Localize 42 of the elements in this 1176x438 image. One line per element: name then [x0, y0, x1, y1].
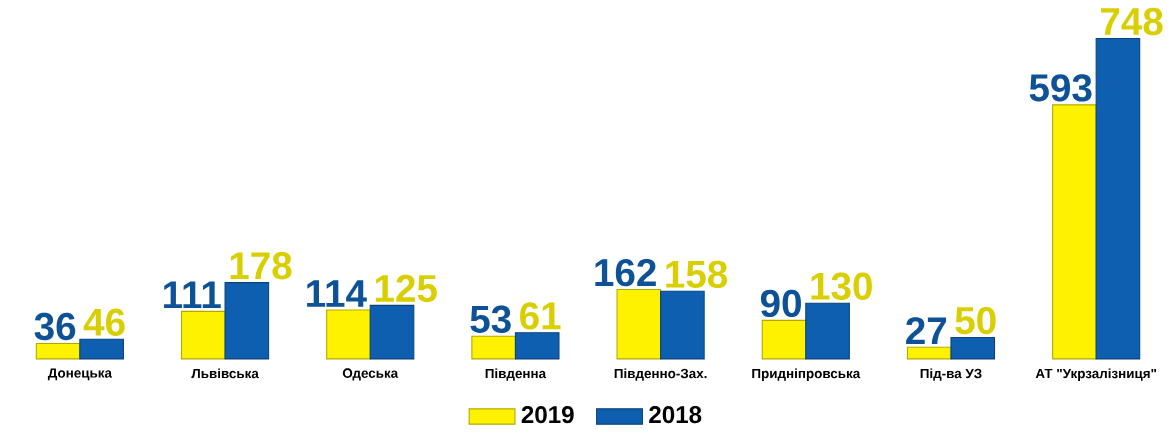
- data-label: 61: [520, 302, 561, 330]
- data-label: 36: [34, 312, 76, 341]
- x-tick-label: Львівська: [191, 368, 259, 379]
- data-label: 593: [1029, 74, 1092, 102]
- bar: [326, 309, 371, 360]
- bar: [761, 319, 807, 360]
- x-tick-label: Під-ва УЗ: [920, 368, 982, 381]
- bar: [79, 338, 124, 360]
- data-label: 46: [83, 308, 125, 337]
- bar: [805, 302, 850, 360]
- bar: [369, 304, 415, 360]
- data-label: 130: [811, 272, 872, 301]
- x-tick-label: Придніпровська: [752, 368, 861, 382]
- x-tick-label: Південно-Зах.: [614, 368, 707, 381]
- x-tick-label: Донецька: [47, 368, 113, 381]
- x-tick-label: Південна: [485, 368, 547, 381]
- bar: [1095, 38, 1141, 360]
- data-label: 90: [760, 289, 801, 318]
- data-label: 125: [375, 274, 437, 303]
- bar: [35, 343, 81, 360]
- bar: [950, 337, 996, 360]
- bar: [180, 310, 226, 360]
- data-label: 50: [955, 307, 996, 335]
- legend-label: 2018: [649, 406, 702, 424]
- bar: [906, 346, 952, 360]
- data-label: 114: [307, 280, 367, 307]
- bar: [616, 289, 662, 360]
- data-label: 53: [470, 305, 511, 334]
- x-tick-label: Одеська: [342, 368, 399, 381]
- bar: [471, 335, 516, 360]
- data-label: 162: [595, 259, 656, 287]
- data-label: 111: [164, 281, 221, 309]
- data-label: 178: [230, 252, 292, 280]
- bar: [224, 282, 270, 360]
- data-label: 748: [1101, 8, 1163, 36]
- bar: [1052, 104, 1097, 360]
- bar: [514, 332, 560, 360]
- data-label: 158: [666, 260, 728, 289]
- legend-label: 2019: [521, 406, 574, 424]
- bar: [660, 290, 705, 360]
- data-label: 27: [906, 317, 947, 345]
- x-tick-label: АТ "Укрзалізниця": [1035, 368, 1157, 382]
